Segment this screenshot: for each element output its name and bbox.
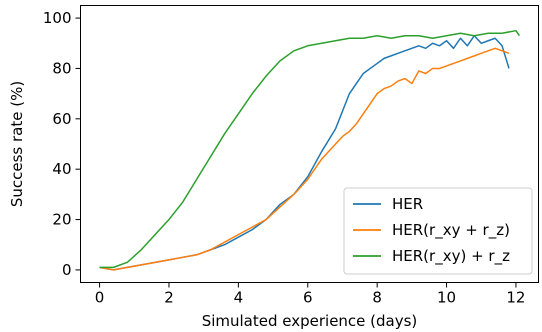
y-axis-label: Success rate (%) [8, 81, 26, 207]
legend-entry-2: HER(r_xy + r_z) [392, 221, 510, 240]
y-tick-label: 0 [62, 261, 72, 279]
y-tick-label: 60 [52, 110, 71, 128]
legend-entry-3: HER(r_xy) + r_z [392, 247, 510, 266]
x-tick-label: 0 [95, 289, 105, 307]
plot-frame [80, 5, 539, 283]
x-tick-label: 8 [372, 289, 382, 307]
legend-box [343, 187, 533, 275]
series-line-3 [99, 29, 521, 269]
y-tick-label: 40 [52, 160, 71, 178]
y-tick-label: 80 [52, 59, 71, 77]
series-line-2 [99, 47, 510, 271]
x-tick-label: 6 [303, 289, 313, 307]
legend: HER HER(r_xy + r_z) HER(r_xy) + r_z [343, 187, 533, 275]
y-tick-label: 20 [52, 211, 71, 229]
series-layer [99, 29, 521, 271]
y-tick-label: 100 [43, 9, 72, 27]
x-axis: 0 2 4 6 8 10 12 [95, 282, 525, 307]
x-tick-label: 2 [164, 289, 174, 307]
x-axis-label: Simulated experience (days) [202, 312, 418, 330]
x-tick-label: 10 [437, 289, 456, 307]
y-axis: 0 20 40 60 80 100 [43, 9, 81, 279]
x-tick-label: 12 [506, 289, 525, 307]
legend-entry-1: HER [392, 195, 423, 213]
x-tick-label: 4 [234, 289, 244, 307]
